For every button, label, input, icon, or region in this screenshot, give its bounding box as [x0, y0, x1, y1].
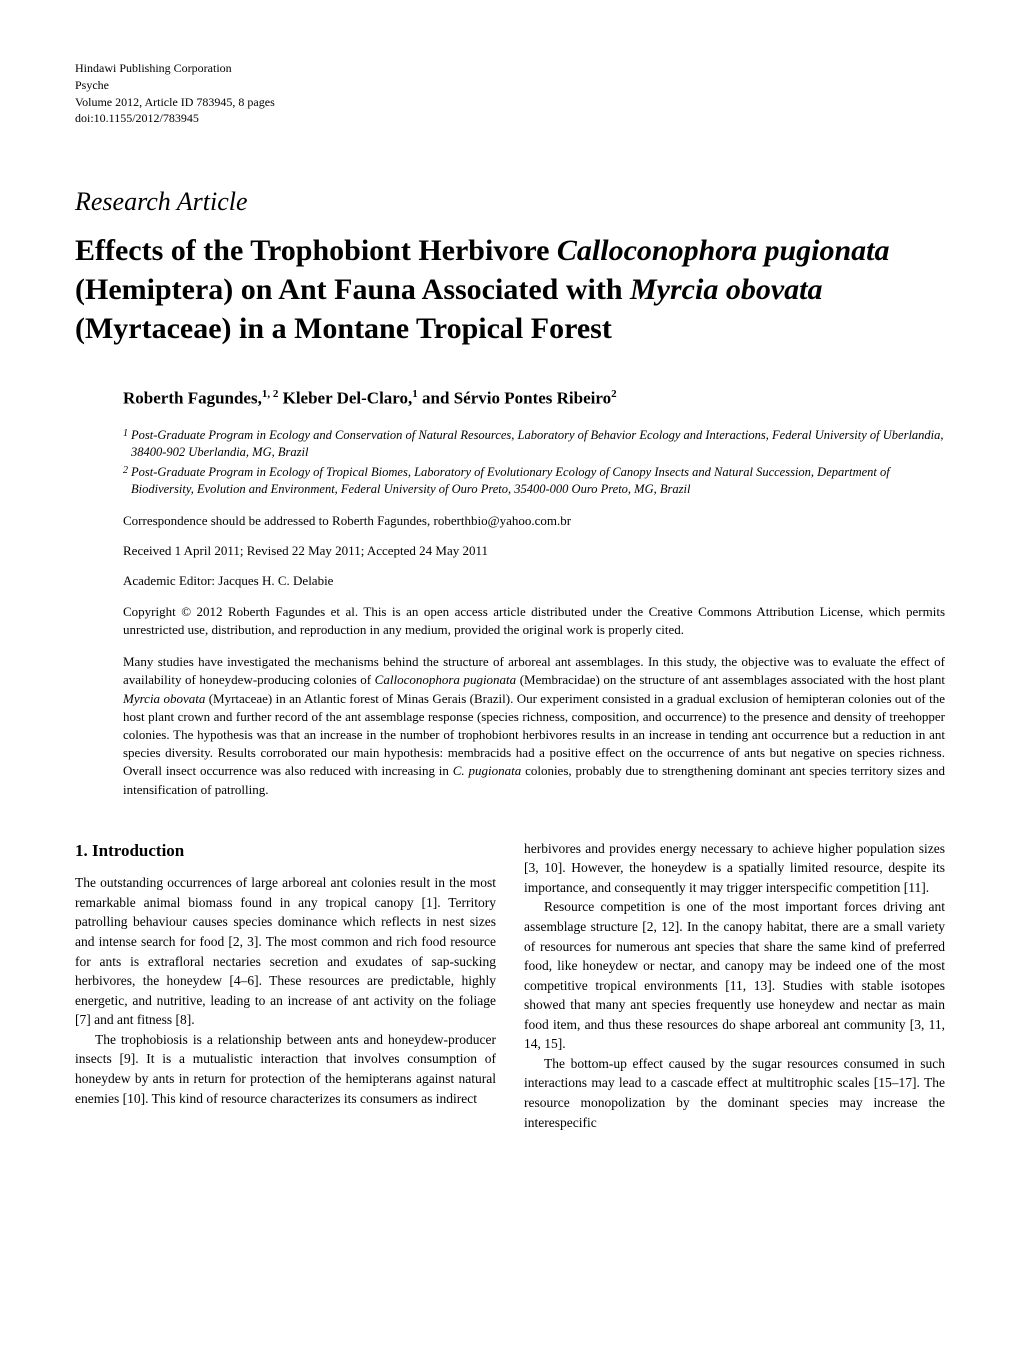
title-text: (Hemiptera) on Ant Fauna Associated with	[75, 273, 630, 306]
abstract-species: Calloconophora pugionata	[375, 672, 517, 687]
affiliation-number: 2	[123, 464, 128, 499]
body-paragraph: The outstanding occurrences of large arb…	[75, 873, 496, 1030]
correspondence: Correspondence should be addressed to Ro…	[75, 513, 945, 529]
author-affiliation-sup: 1, 2	[262, 388, 279, 400]
affiliations: 1 Post-Graduate Program in Ecology and C…	[75, 427, 945, 499]
author-affiliation-sup: 2	[611, 388, 617, 400]
body-paragraph: The trophobiosis is a relationship betwe…	[75, 1030, 496, 1108]
publisher-line: Volume 2012, Article ID 783945, 8 pages	[75, 94, 945, 111]
author-name: Roberth Fagundes,	[123, 389, 262, 408]
section-heading: 1. Introduction	[75, 839, 496, 864]
title-species: Calloconophora pugionata	[557, 234, 890, 267]
title-text: (Myrtaceae) in a Montane Tropical Forest	[75, 312, 612, 345]
affiliation-number: 1	[123, 427, 128, 462]
author-name: Kleber Del-Claro,	[278, 389, 412, 408]
body-columns: 1. Introduction The outstanding occurren…	[75, 839, 945, 1132]
abstract-species: Myrcia obovata	[123, 691, 205, 706]
article-type: Research Article	[75, 187, 945, 217]
article-dates: Received 1 April 2011; Revised 22 May 20…	[75, 543, 945, 559]
title-text: Effects of the Trophobiont Herbivore	[75, 234, 557, 267]
publisher-line: Hindawi Publishing Corporation	[75, 60, 945, 77]
authors: Roberth Fagundes,1, 2 Kleber Del-Claro,1…	[75, 388, 945, 409]
affiliation-text: Post-Graduate Program in Ecology of Trop…	[131, 464, 945, 499]
affiliation-item: 1 Post-Graduate Program in Ecology and C…	[123, 427, 945, 462]
body-paragraph: herbivores and provides energy necessary…	[524, 839, 945, 898]
academic-editor: Academic Editor: Jacques H. C. Delabie	[75, 573, 945, 589]
publisher-line: doi:10.1155/2012/783945	[75, 110, 945, 127]
body-paragraph: Resource competition is one of the most …	[524, 897, 945, 1054]
publisher-line: Psyche	[75, 77, 945, 94]
body-paragraph: The bottom-up effect caused by the sugar…	[524, 1054, 945, 1132]
abstract-text: (Membracidae) on the structure of ant as…	[516, 672, 945, 687]
author-name: and Sérvio Pontes Ribeiro	[418, 389, 611, 408]
copyright-notice: Copyright © 2012 Roberth Fagundes et al.…	[75, 603, 945, 639]
publisher-info: Hindawi Publishing Corporation Psyche Vo…	[75, 60, 945, 127]
article-title: Effects of the Trophobiont Herbivore Cal…	[75, 231, 945, 348]
abstract-species: C. pugionata	[453, 763, 521, 778]
abstract: Many studies have investigated the mecha…	[75, 653, 945, 799]
affiliation-item: 2 Post-Graduate Program in Ecology of Tr…	[123, 464, 945, 499]
affiliation-text: Post-Graduate Program in Ecology and Con…	[131, 427, 945, 462]
title-species: Myrcia obovata	[630, 273, 822, 306]
